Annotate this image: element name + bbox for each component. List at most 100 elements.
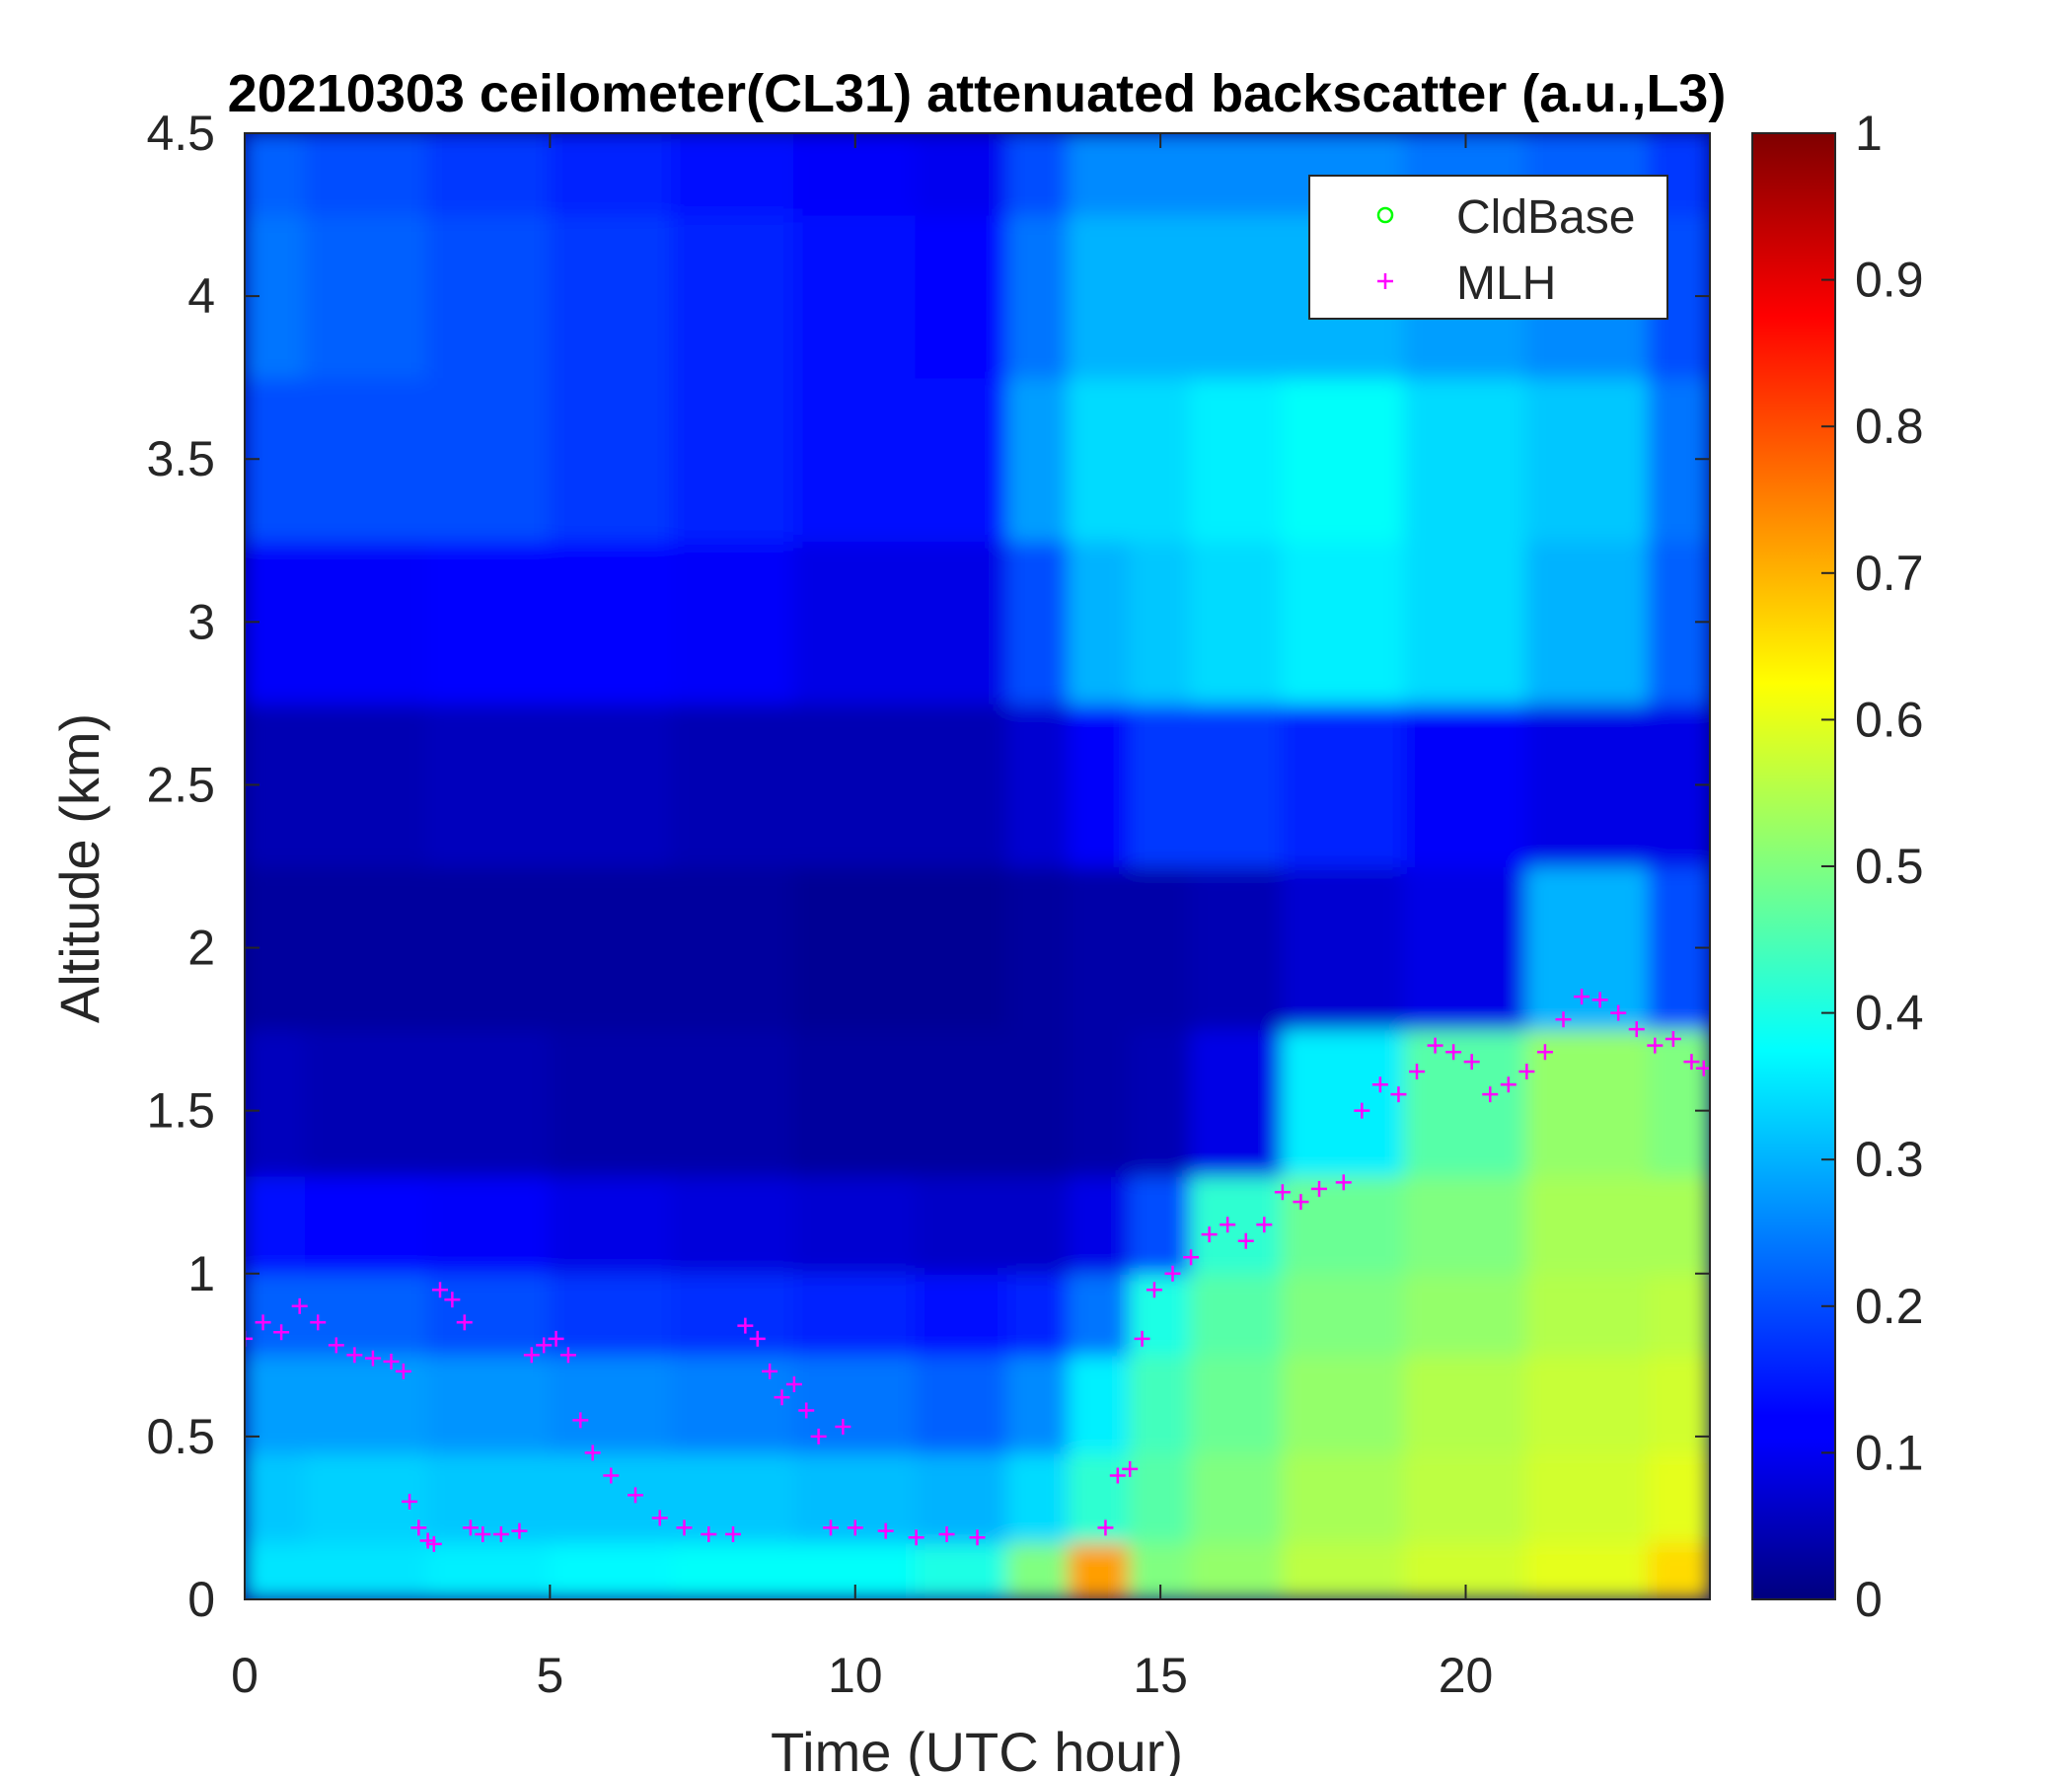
y-tick-label: 0 bbox=[187, 1572, 215, 1627]
y-tick-label: 1.5 bbox=[146, 1083, 215, 1139]
mlh-point bbox=[1256, 1217, 1273, 1233]
mlh-point bbox=[1445, 1044, 1462, 1061]
heatmap-cell bbox=[304, 133, 429, 216]
heatmap-cell bbox=[1006, 376, 1071, 542]
heatmap-cell bbox=[549, 1272, 674, 1357]
heatmap-cell bbox=[1190, 865, 1284, 1031]
colorbar-tick-label: 0.3 bbox=[1855, 1132, 1924, 1187]
heatmap-cell bbox=[1190, 1541, 1284, 1599]
heatmap-cell bbox=[792, 1272, 918, 1357]
heatmap-cell bbox=[1129, 702, 1193, 867]
mlh-point bbox=[1274, 1184, 1291, 1201]
mlh-point bbox=[273, 1324, 290, 1341]
heatmap-cell bbox=[245, 1451, 307, 1544]
mlh-point bbox=[701, 1525, 717, 1542]
heatmap-cell bbox=[1281, 376, 1406, 542]
heatmap-cell bbox=[792, 1354, 918, 1454]
mlh-point bbox=[1146, 1282, 1162, 1298]
backscatter-heatmap bbox=[245, 133, 1710, 1599]
heatmap-cell bbox=[1129, 539, 1193, 704]
y-tick-label: 2.5 bbox=[146, 757, 215, 812]
legend-box bbox=[1308, 175, 1668, 320]
mlh-point bbox=[1463, 1054, 1480, 1071]
heatmap-cell bbox=[426, 865, 552, 1031]
mlh-point bbox=[749, 1330, 766, 1347]
heatmap-cell bbox=[1006, 865, 1071, 1031]
heatmap-cell bbox=[1068, 1174, 1132, 1275]
mlh-point bbox=[810, 1428, 827, 1444]
mlh-point bbox=[310, 1314, 327, 1331]
mlh-point bbox=[1409, 1064, 1425, 1080]
legend-marker-mlh bbox=[1377, 273, 1393, 289]
heatmap-cell bbox=[1129, 213, 1193, 379]
heatmap-cell bbox=[1190, 702, 1284, 867]
heatmap-cell bbox=[915, 213, 1009, 379]
heatmap-cell bbox=[1648, 1174, 1710, 1275]
heatmap-cell bbox=[1068, 376, 1132, 542]
heatmap-cell bbox=[1068, 1272, 1132, 1357]
heatmap-cell bbox=[1068, 133, 1132, 216]
mlh-point bbox=[1134, 1330, 1150, 1347]
heatmap-cell bbox=[1403, 1272, 1528, 1357]
mlh-point bbox=[1610, 1004, 1627, 1021]
heatmap-cell bbox=[671, 213, 795, 379]
y-tick-label: 0.5 bbox=[146, 1409, 215, 1464]
heatmap-cell bbox=[304, 1174, 429, 1275]
heatmap-cell bbox=[304, 1272, 429, 1357]
heatmap-cell bbox=[426, 376, 552, 542]
heatmap-cell bbox=[1403, 865, 1528, 1031]
mlh-point bbox=[1097, 1519, 1114, 1536]
heatmap-cell bbox=[1281, 1028, 1406, 1177]
mlh-point bbox=[346, 1347, 363, 1364]
heatmap-cell bbox=[1006, 213, 1071, 379]
heatmap-cell bbox=[304, 1451, 429, 1544]
mlh-point bbox=[785, 1376, 802, 1393]
mlh-point bbox=[383, 1353, 400, 1369]
mlh-point bbox=[432, 1282, 448, 1298]
heatmap-cell bbox=[245, 1272, 307, 1357]
mlh-point bbox=[559, 1347, 576, 1364]
heatmap-cell bbox=[1006, 1354, 1071, 1454]
mlh-point bbox=[402, 1493, 418, 1510]
mlh-point bbox=[1109, 1467, 1126, 1484]
mlh-series bbox=[245, 989, 1710, 1552]
mlh-point bbox=[1518, 1064, 1535, 1080]
legend-label-cldbase: CldBase bbox=[1456, 191, 1635, 244]
heatmap-cell bbox=[1129, 1354, 1193, 1454]
heatmap-cell bbox=[1006, 702, 1071, 867]
mlh-point bbox=[823, 1519, 839, 1536]
heatmap-cell bbox=[915, 1028, 1009, 1177]
heatmap-cell bbox=[1190, 539, 1284, 704]
mlh-point bbox=[1591, 992, 1608, 1008]
mlh-point bbox=[1293, 1194, 1309, 1211]
heatmap-cell bbox=[915, 1354, 1009, 1454]
mlh-point bbox=[364, 1350, 381, 1367]
mlh-point bbox=[1500, 1076, 1517, 1093]
heatmap-cell bbox=[1006, 133, 1071, 216]
heatmap-cell bbox=[426, 1272, 552, 1357]
mlh-point bbox=[1164, 1265, 1181, 1282]
colorbar-tick-label: 0 bbox=[1855, 1572, 1883, 1627]
heatmap-cell bbox=[1648, 1451, 1710, 1544]
mlh-point bbox=[462, 1519, 479, 1536]
heatmap-cell bbox=[792, 213, 918, 379]
heatmap-cell bbox=[671, 1354, 795, 1454]
heatmap-cell bbox=[671, 1272, 795, 1357]
mlh-point bbox=[908, 1529, 925, 1546]
heatmap-cell bbox=[304, 376, 429, 542]
heatmap-cell bbox=[245, 1541, 307, 1599]
heatmap-cell bbox=[1648, 1272, 1710, 1357]
mlh-point bbox=[456, 1314, 473, 1331]
heatmap-cell bbox=[1068, 865, 1132, 1031]
heatmap-cell bbox=[1281, 1272, 1406, 1357]
mlh-point bbox=[1183, 1249, 1200, 1266]
heatmap-cell bbox=[549, 1541, 674, 1599]
colorbar-tick-label: 0.1 bbox=[1855, 1425, 1924, 1480]
colorbar-tick-label: 0.5 bbox=[1855, 839, 1924, 894]
y-tick-label: 2 bbox=[187, 921, 215, 976]
mlh-point bbox=[938, 1525, 955, 1542]
mlh-point bbox=[1220, 1217, 1236, 1233]
colorbar-tick-label: 0.4 bbox=[1855, 986, 1924, 1041]
x-tick-label: 20 bbox=[1439, 1648, 1494, 1703]
